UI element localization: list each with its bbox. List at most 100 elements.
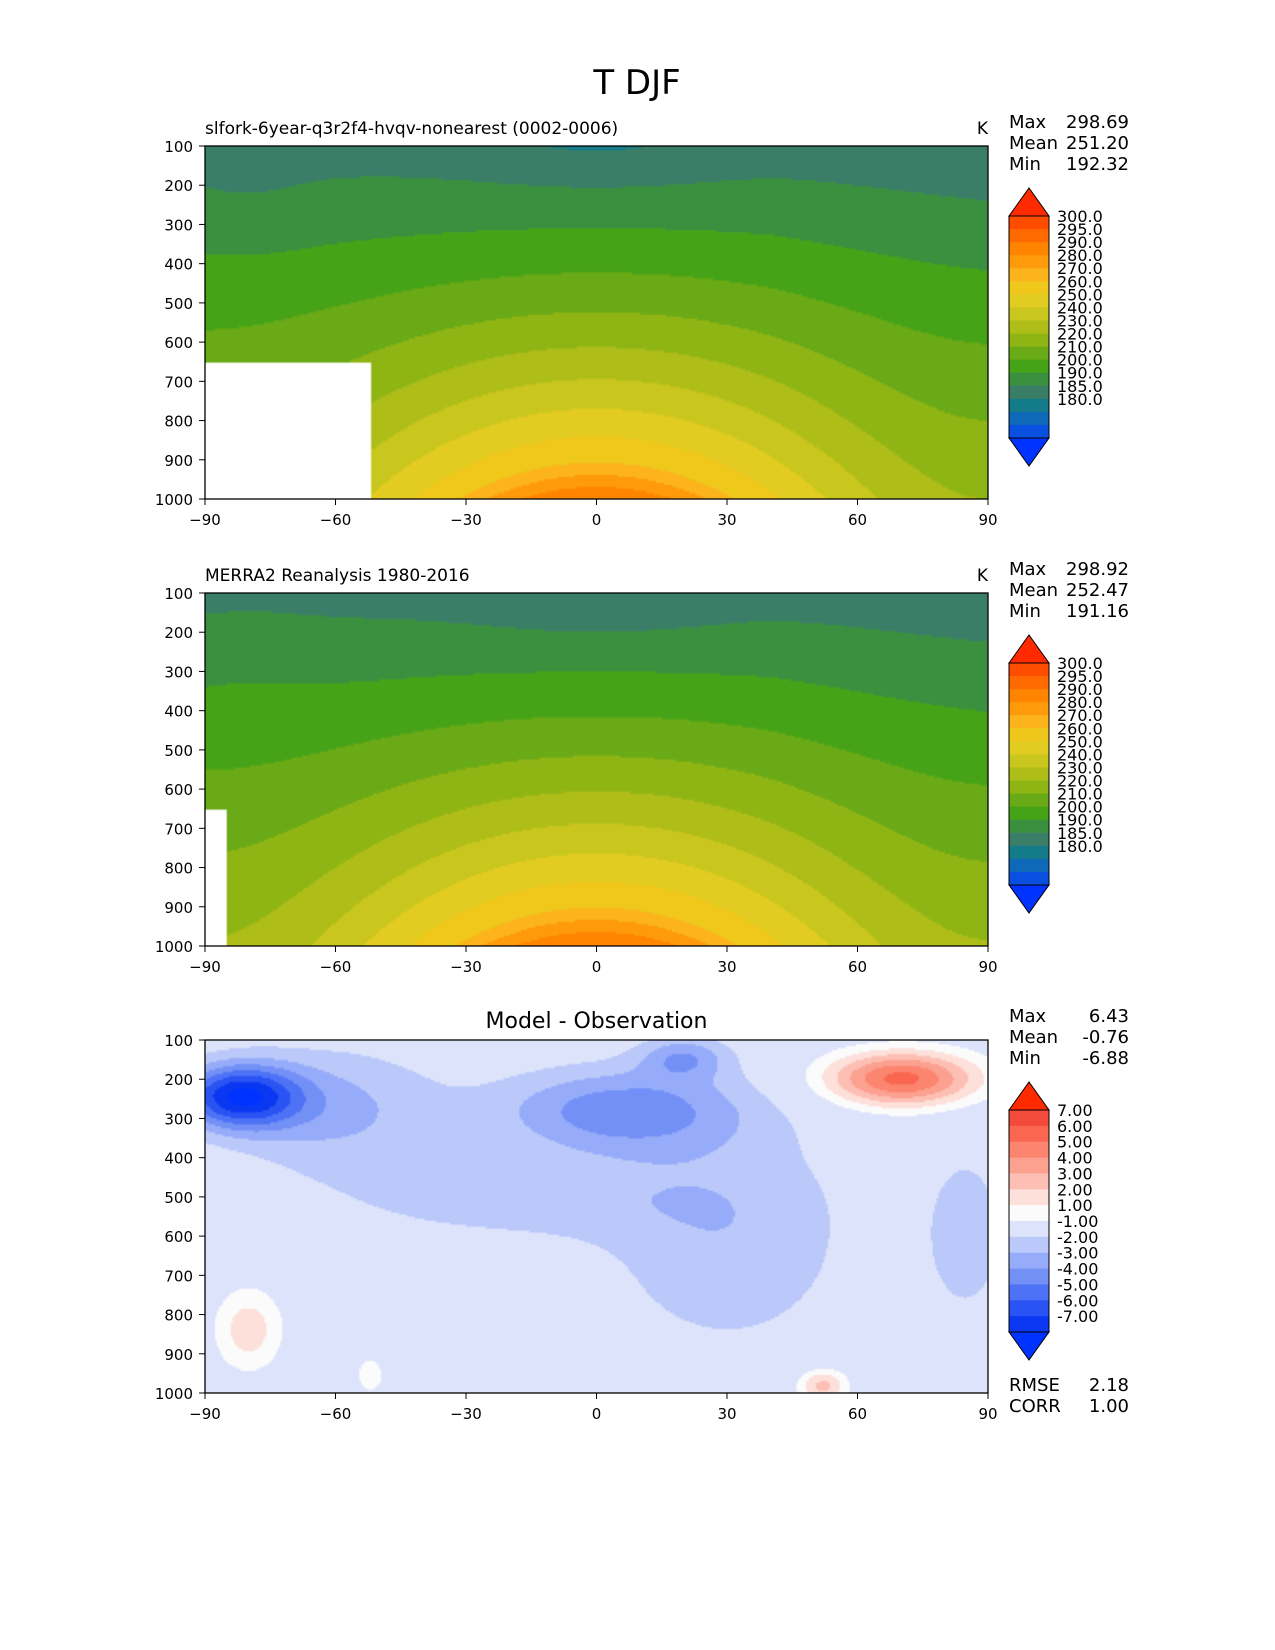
colorbar-band bbox=[1009, 1110, 1049, 1127]
colorbar-band bbox=[1009, 689, 1049, 703]
colorbar-tick-label: 210.0 bbox=[1057, 785, 1103, 804]
y-tick-label: 1000 bbox=[155, 938, 193, 956]
x-tick-label: 60 bbox=[848, 958, 867, 976]
colorbar-band bbox=[1009, 806, 1049, 821]
stat-label: Min bbox=[1009, 154, 1041, 175]
colorbar-band bbox=[1009, 780, 1049, 795]
colorbar-tick-label: -6.00 bbox=[1057, 1291, 1098, 1310]
colorbar-tick-label: 180.0 bbox=[1057, 390, 1103, 409]
stat-value: 191.16 bbox=[1066, 601, 1129, 622]
colorbar-tick-label: 185.0 bbox=[1057, 824, 1103, 843]
colorbar-tick-label: 250.0 bbox=[1057, 285, 1103, 304]
colorbar-band bbox=[1009, 728, 1049, 742]
x-tick-label: −60 bbox=[320, 958, 352, 976]
stat-value: -6.88 bbox=[1082, 1048, 1129, 1069]
panel-difference: Model - Observation −90 −60 −30 0 30 60 90 100 20… bbox=[155, 1006, 1129, 1423]
colorbar-extend-max bbox=[1008, 1081, 1050, 1111]
colorbar-tick-label: 7.00 bbox=[1057, 1101, 1093, 1120]
x-tick-label: 30 bbox=[717, 511, 736, 529]
colorbar-band bbox=[1009, 333, 1049, 348]
test-colorbar: 300.0295.0290.0280.0270.0260.0250.0240.0… bbox=[1008, 187, 1103, 467]
colorbar-tick-label: 290.0 bbox=[1057, 680, 1103, 699]
colorbar-band bbox=[1009, 702, 1049, 716]
stat-value: 252.47 bbox=[1066, 580, 1129, 601]
colorbar-extend-min bbox=[1008, 1331, 1050, 1361]
x-tick-label: 30 bbox=[717, 1405, 736, 1423]
x-tick-label: 60 bbox=[848, 511, 867, 529]
x-tick-label: 90 bbox=[978, 1405, 997, 1423]
panels: slfork-6year-q3r2f4-hvqv-nonearest (0002… bbox=[155, 112, 1129, 1423]
colorbar-extend-max bbox=[1008, 187, 1050, 217]
x-tick-label: 60 bbox=[848, 1405, 867, 1423]
colorbar-tick-label: 300.0 bbox=[1057, 654, 1103, 673]
y-tick-label: 800 bbox=[164, 860, 193, 878]
colorbar-band bbox=[1009, 281, 1049, 295]
colorbar-band bbox=[1009, 268, 1049, 282]
colorbar-tick-label: 230.0 bbox=[1057, 758, 1103, 777]
stat-label: Min bbox=[1009, 1048, 1041, 1069]
reference-colorbar: 300.0295.0290.0280.0270.0260.0250.0240.0… bbox=[1008, 634, 1103, 914]
stat-value: 192.32 bbox=[1066, 154, 1129, 175]
stat-label: Mean bbox=[1009, 133, 1058, 154]
difference-contour-field bbox=[205, 1040, 988, 1393]
x-tick-label: 0 bbox=[592, 1405, 602, 1423]
x-tick-label: 90 bbox=[978, 958, 997, 976]
colorbar-band bbox=[1009, 372, 1049, 387]
x-tick-label: 0 bbox=[592, 958, 602, 976]
units-label: K bbox=[977, 566, 989, 586]
stat-value: 251.20 bbox=[1066, 133, 1129, 154]
colorbar-band bbox=[1009, 741, 1049, 755]
colorbar-tick-label: 4.00 bbox=[1057, 1149, 1093, 1168]
reference-contour-field bbox=[205, 593, 988, 946]
colorbar-tick-label: 250.0 bbox=[1057, 732, 1103, 751]
y-tick-label: 500 bbox=[164, 295, 193, 313]
colorbar-tick-label: 230.0 bbox=[1057, 311, 1103, 330]
y-tick-label: 100 bbox=[164, 1032, 193, 1050]
y-tick-label: 200 bbox=[164, 1071, 193, 1089]
colorbar-tick-label: -1.00 bbox=[1057, 1212, 1098, 1231]
colorbar-tick-label: 190.0 bbox=[1057, 364, 1103, 383]
metric-value: 2.18 bbox=[1089, 1375, 1129, 1396]
colorbar-band bbox=[1009, 255, 1049, 269]
stat-value: 6.43 bbox=[1089, 1006, 1129, 1027]
colorbar-band bbox=[1009, 1221, 1049, 1238]
colorbar-band bbox=[1009, 663, 1049, 677]
y-tick-label: 800 bbox=[164, 413, 193, 431]
y-tick-label: 100 bbox=[164, 585, 193, 603]
metric-label: CORR bbox=[1009, 1396, 1061, 1417]
colorbar-band bbox=[1009, 1189, 1049, 1206]
colorbar-tick-label: 3.00 bbox=[1057, 1164, 1093, 1183]
colorbar-band bbox=[1009, 858, 1049, 873]
y-tick-label: 500 bbox=[164, 1189, 193, 1207]
stat-value: 298.92 bbox=[1066, 559, 1129, 580]
colorbar-tick-label: 270.0 bbox=[1057, 706, 1103, 725]
colorbar-band bbox=[1009, 1316, 1049, 1333]
y-tick-label: 400 bbox=[164, 256, 193, 274]
test-contour-field bbox=[205, 146, 988, 499]
panel-test: slfork-6year-q3r2f4-hvqv-nonearest (0002… bbox=[155, 112, 1129, 529]
metric-value: 1.00 bbox=[1089, 1396, 1129, 1417]
y-tick-label: 100 bbox=[164, 138, 193, 156]
colorbar-band bbox=[1009, 398, 1049, 413]
colorbar-tick-label: -4.00 bbox=[1057, 1260, 1098, 1279]
colorbar-band bbox=[1009, 1300, 1049, 1317]
colorbar-tick-label: 190.0 bbox=[1057, 811, 1103, 830]
colorbar-band bbox=[1009, 715, 1049, 729]
colorbar-tick-label: 200.0 bbox=[1057, 351, 1103, 370]
stat-label: Max bbox=[1009, 559, 1047, 580]
colorbar-tick-label: 210.0 bbox=[1057, 338, 1103, 357]
colorbar-band bbox=[1009, 793, 1049, 808]
panel-reference: MERRA2 Reanalysis 1980-2016 K −90 −60 −30 0 30… bbox=[155, 559, 1129, 976]
colorbar-band bbox=[1009, 320, 1049, 335]
y-tick-label: 700 bbox=[164, 1267, 193, 1285]
colorbar-band bbox=[1009, 1268, 1049, 1285]
y-tick-label: 400 bbox=[164, 1150, 193, 1168]
colorbar-outline bbox=[1008, 215, 1050, 439]
x-tick-label: 0 bbox=[592, 511, 602, 529]
colorbar-band bbox=[1009, 845, 1049, 860]
colorbar-band bbox=[1009, 1157, 1049, 1174]
stat-label: Max bbox=[1009, 1006, 1047, 1027]
colorbar-tick-label: 5.00 bbox=[1057, 1133, 1093, 1152]
colorbar-tick-label: -7.00 bbox=[1057, 1307, 1098, 1326]
colorbar-tick-label: 240.0 bbox=[1057, 745, 1103, 764]
